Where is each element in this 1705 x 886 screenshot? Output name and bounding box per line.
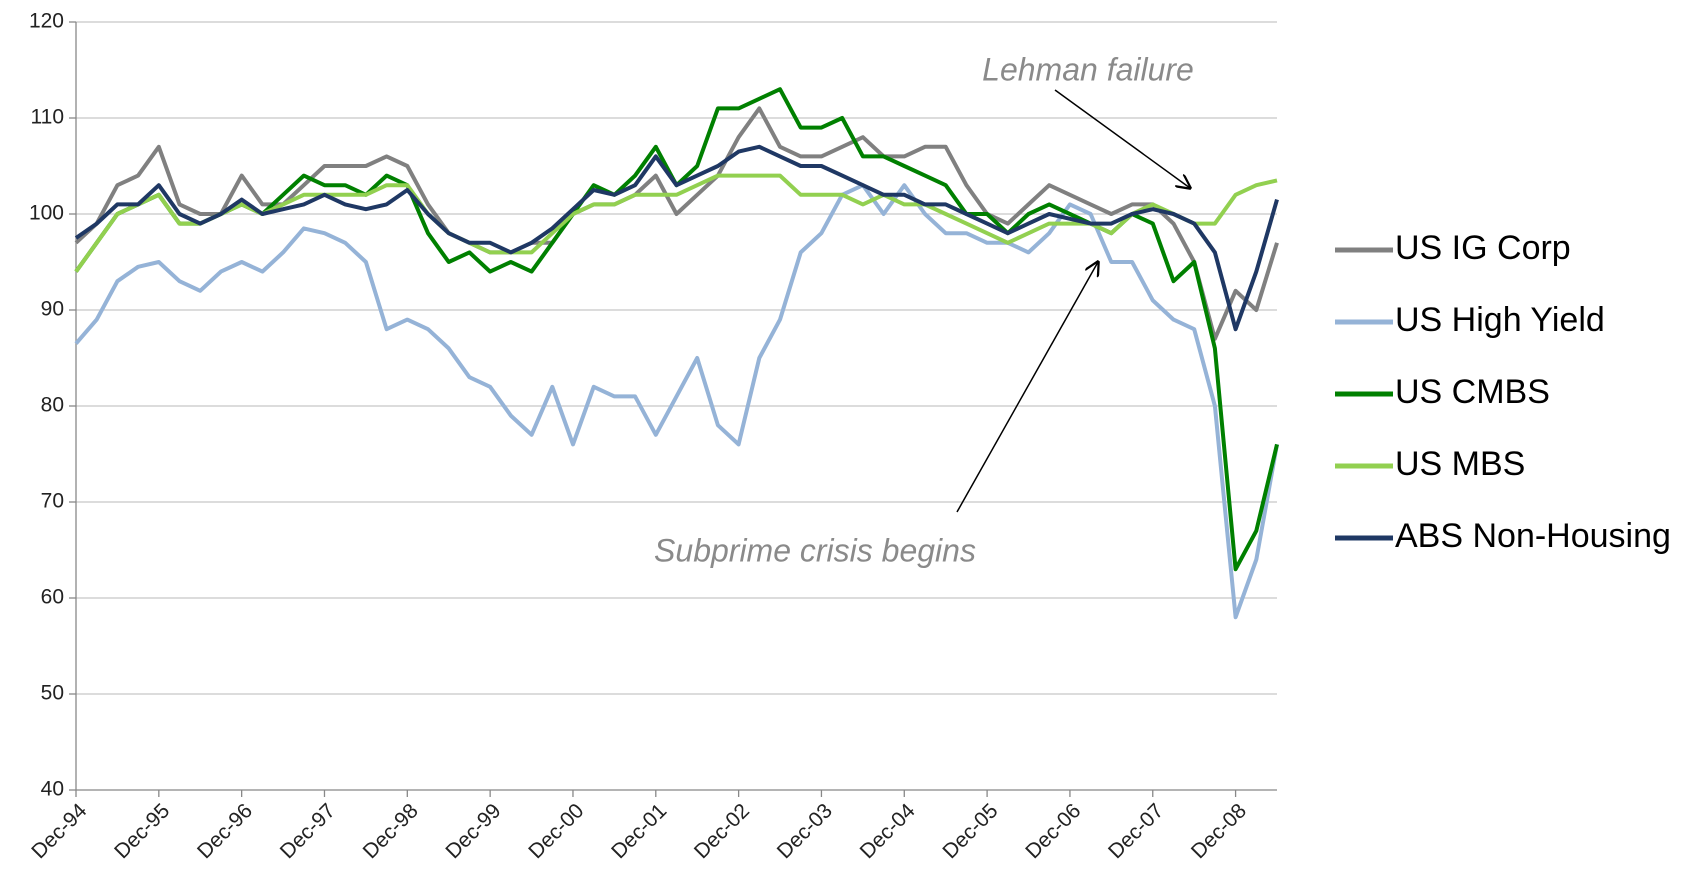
legend-label: US IG Corp bbox=[1395, 229, 1571, 267]
annotation: Lehman failure bbox=[982, 51, 1194, 87]
x-tick-label: Dec-00 bbox=[524, 799, 588, 863]
legend-label: ABS Non-Housing bbox=[1395, 517, 1671, 555]
annotation-arrow bbox=[956, 262, 1098, 513]
x-tick-label: Dec-06 bbox=[1021, 799, 1085, 863]
y-tick-label: 90 bbox=[41, 298, 64, 321]
y-tick-label: 100 bbox=[29, 202, 64, 225]
annotation: Subprime crisis begins bbox=[654, 532, 976, 568]
x-tick-label: Dec-02 bbox=[690, 799, 754, 863]
x-tick-label: Dec-97 bbox=[276, 799, 340, 863]
x-tick-label: Dec-01 bbox=[607, 799, 671, 863]
series-line bbox=[74, 183, 1279, 620]
series-line bbox=[74, 144, 1279, 332]
y-tick-label: 110 bbox=[31, 106, 64, 129]
x-tick-label: Dec-99 bbox=[441, 799, 505, 863]
x-tick-label: Dec-07 bbox=[1104, 799, 1168, 863]
x-tick-label: Dec-08 bbox=[1187, 799, 1251, 863]
y-tick-label: 120 bbox=[29, 10, 64, 33]
annotation-arrow bbox=[1054, 89, 1190, 188]
y-tick-label: 60 bbox=[41, 586, 64, 609]
legend-label: US CMBS bbox=[1395, 373, 1550, 411]
plot: 40 50 60 70 80 90 100 110 120 Dec-94 Dec-95 Dec-96 D… bbox=[27, 10, 1671, 864]
series-line bbox=[74, 106, 1279, 341]
series-line bbox=[74, 87, 1279, 572]
series-line bbox=[74, 173, 1278, 273]
x-tick-label: Dec-94 bbox=[27, 799, 91, 863]
x-tick-label: Dec-03 bbox=[773, 799, 837, 863]
x-tick-label: Dec-98 bbox=[359, 799, 423, 863]
legend-label: US MBS bbox=[1395, 445, 1525, 483]
y-tick-label: 50 bbox=[41, 682, 64, 705]
y-tick-label: 80 bbox=[41, 394, 64, 417]
y-tick-label: 70 bbox=[41, 490, 64, 513]
x-tick-label: Dec-95 bbox=[110, 799, 174, 863]
legend-label: US High Yield bbox=[1395, 301, 1605, 339]
y-tick-label: 40 bbox=[41, 778, 64, 801]
x-tick-label: Dec-05 bbox=[938, 799, 1002, 863]
x-tick-label: Dec-96 bbox=[193, 799, 257, 863]
x-tick-label: Dec-04 bbox=[856, 799, 920, 863]
